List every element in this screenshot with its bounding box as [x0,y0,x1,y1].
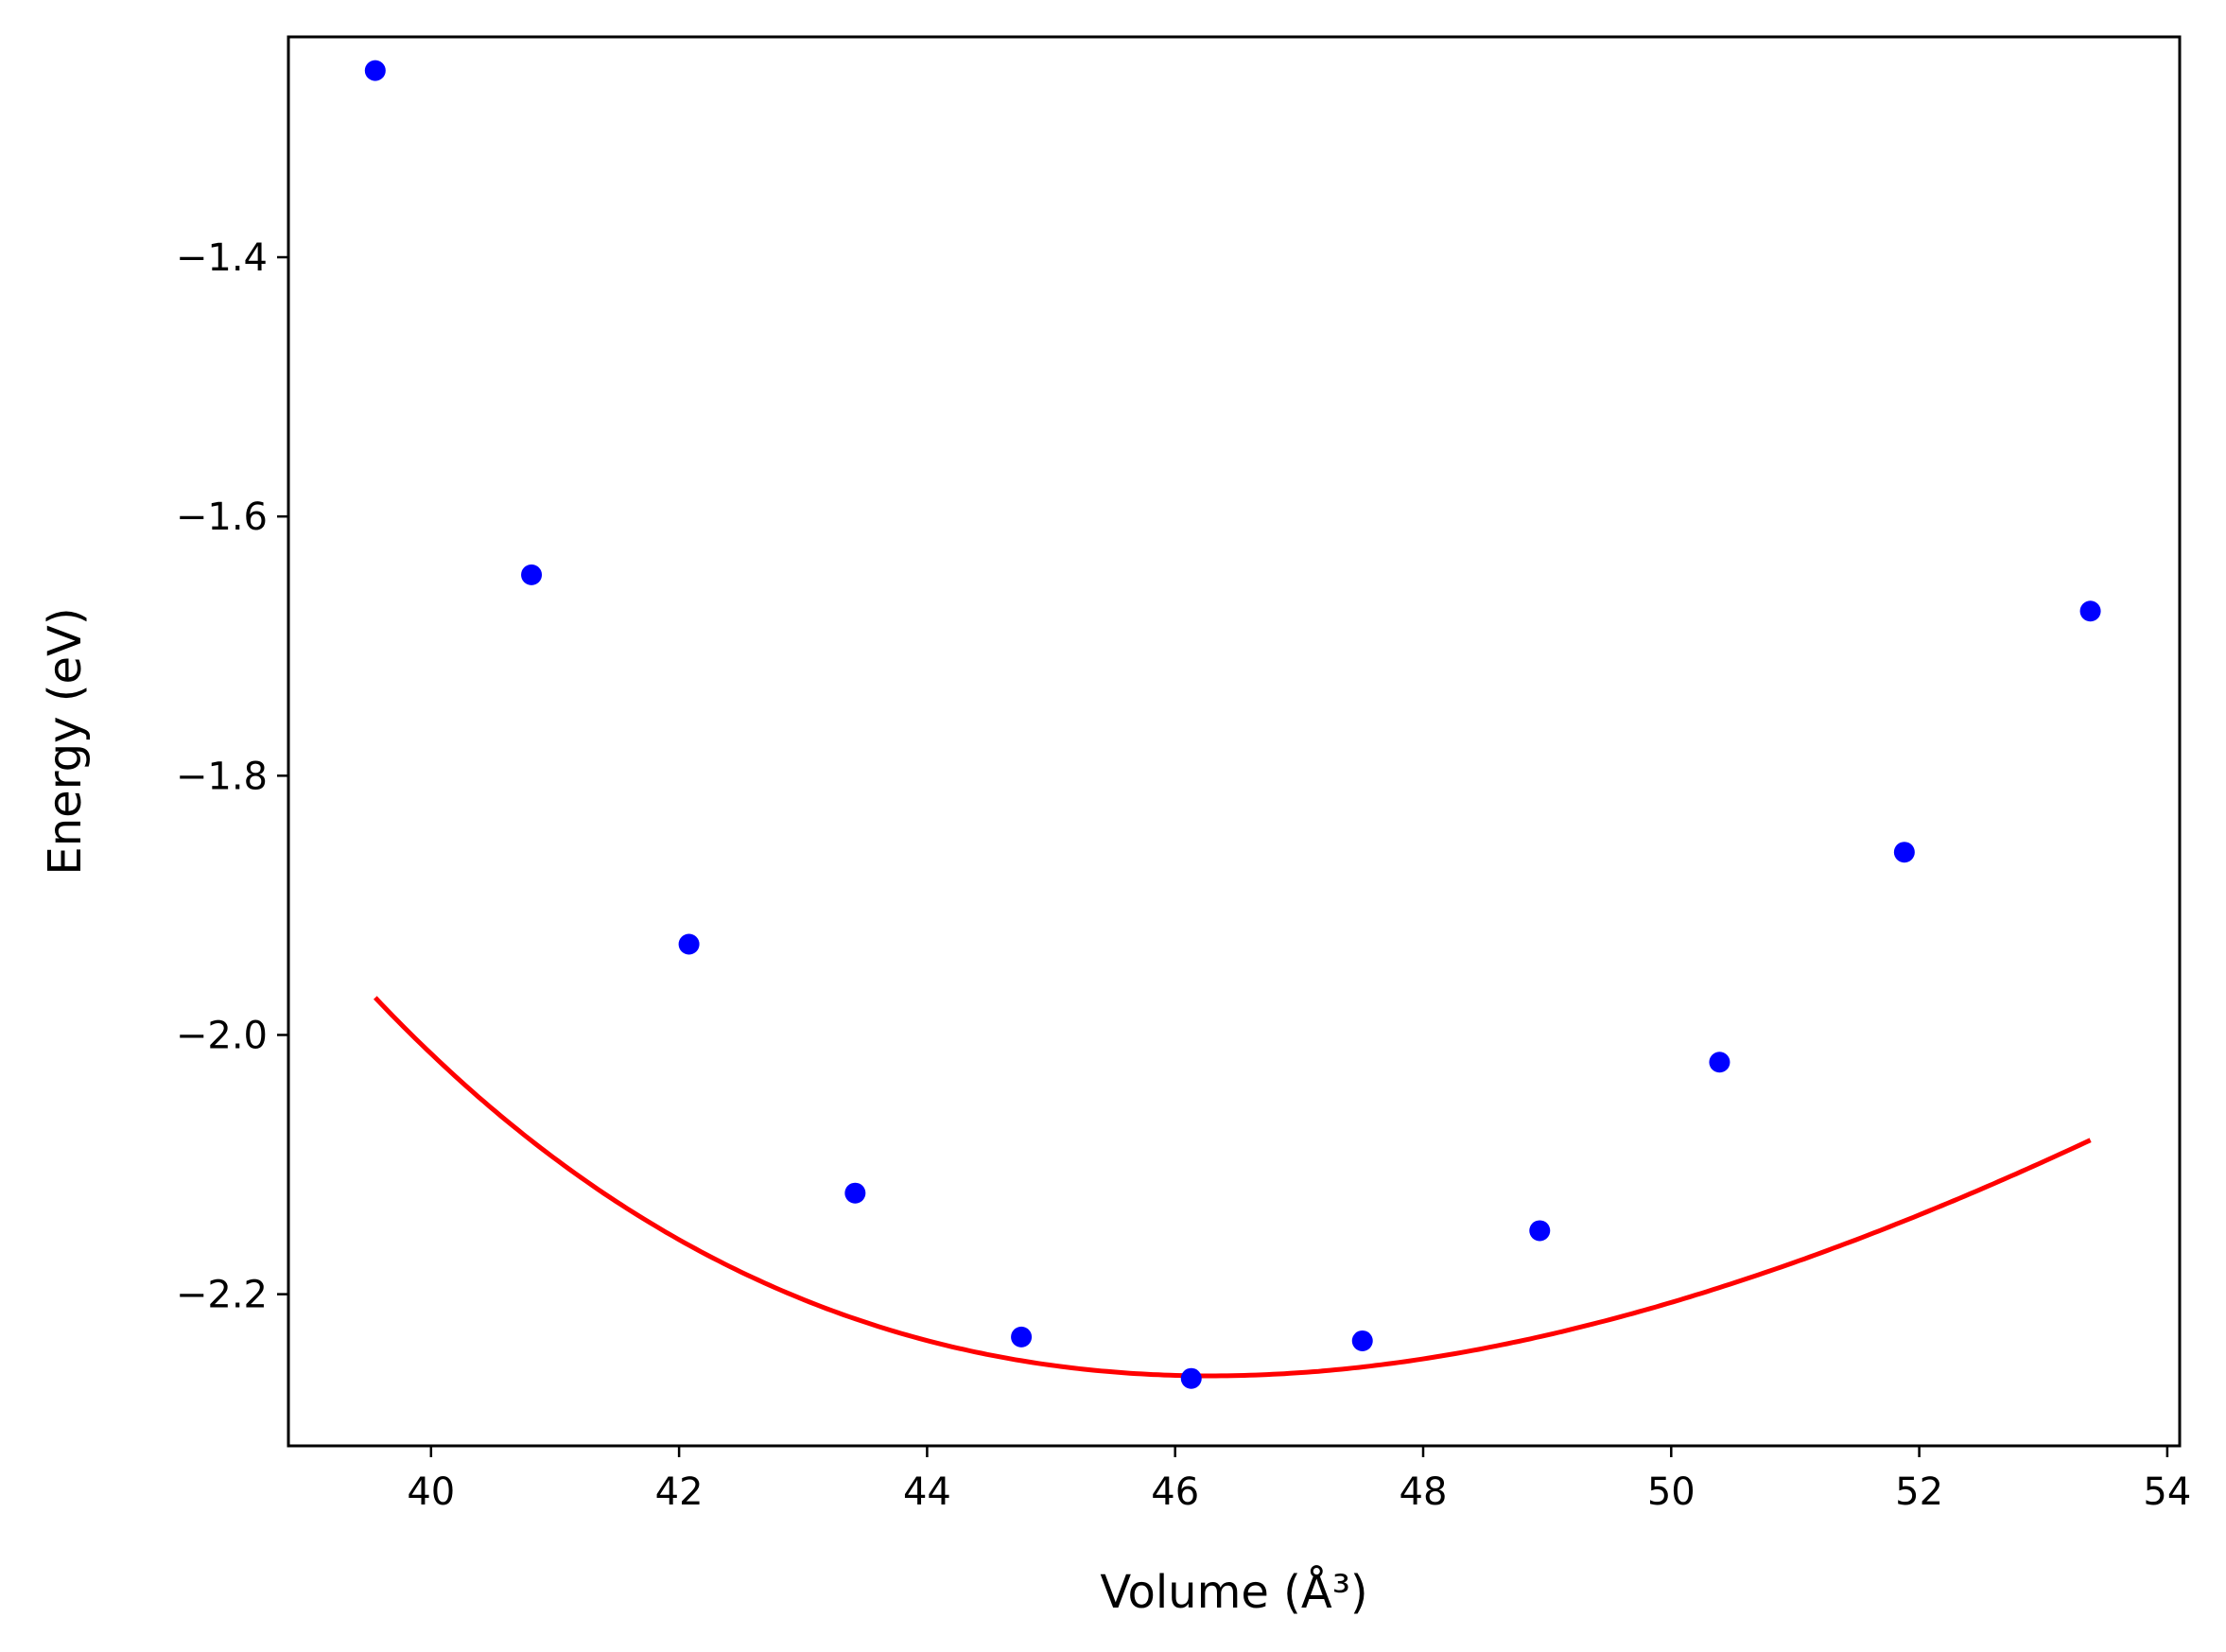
data-point [1529,1220,1551,1242]
data-points-layer [364,60,2101,1389]
data-point [1893,842,1915,863]
data-point [1709,1052,1730,1073]
x-axis-title: Volume (Å³) [1100,1565,1367,1619]
x-tick-label: 44 [903,1470,951,1514]
y-axis-ticks: −1.4 −1.6 −1.8 −2.0 −2.2 [176,236,288,1317]
y-tick-label: −2.2 [176,1274,268,1317]
x-tick-label: 46 [1151,1470,1199,1514]
plot-frame [287,35,2182,1448]
data-point [364,60,386,81]
x-tick-label: 52 [1895,1470,1943,1514]
y-tick-label: −1.6 [176,496,268,539]
x-axis-ticks: 40 42 44 46 48 50 52 54 [407,1446,2191,1514]
fit-curve-layer [373,996,2092,1379]
y-tick-label: −2.0 [176,1014,268,1057]
x-tick-label: 50 [1647,1470,1696,1514]
data-point [521,564,543,585]
x-tick-label: 42 [655,1470,704,1514]
y-tick-label: −1.8 [176,755,268,798]
y-tick-label: −1.4 [176,236,268,280]
data-point [1351,1330,1373,1351]
data-point [1180,1367,1202,1389]
fit-curve-line [373,996,2092,1379]
data-point [844,1182,866,1204]
data-point [2079,600,2101,622]
x-tick-label: 40 [407,1470,455,1514]
data-point [1011,1326,1033,1348]
x-tick-label: 48 [1400,1470,1448,1514]
x-tick-label: 54 [2143,1470,2191,1514]
y-axis-title: Energy (eV) [39,607,92,875]
plot-area [288,37,2180,1446]
data-point [678,933,700,955]
